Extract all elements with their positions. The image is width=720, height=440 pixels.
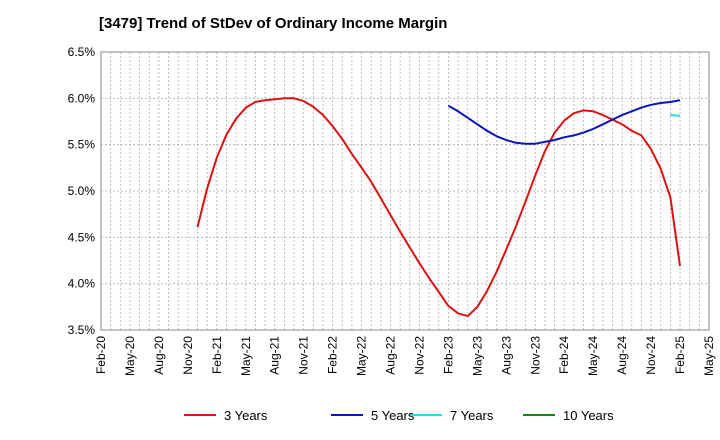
y-tick-label: 4.0%	[68, 277, 96, 291]
y-tick-label: 6.0%	[68, 91, 96, 105]
legend-label: 10 Years	[563, 408, 614, 423]
x-tick-label: May-22	[355, 336, 369, 376]
series-line-5-years	[447, 99, 681, 145]
series-line-7-years	[670, 114, 681, 117]
chart-title: [3479] Trend of StDev of Ordinary Income…	[99, 15, 448, 32]
x-tick-label: Feb-20	[94, 336, 108, 374]
y-tick-label: 3.5%	[68, 323, 96, 337]
x-tick-label: May-21	[239, 336, 253, 376]
y-tick-label: 6.5%	[68, 45, 96, 59]
y-tick-label: 5.5%	[68, 138, 96, 152]
x-tick-label: Nov-23	[528, 336, 542, 375]
x-tick-label: Feb-24	[557, 336, 571, 374]
x-tick-label: Feb-21	[210, 336, 224, 374]
legend-label: 3 Years	[224, 408, 268, 423]
x-tick-label: Aug-20	[152, 336, 166, 375]
x-tick-label: Feb-22	[326, 336, 340, 374]
x-tick-label: May-20	[123, 336, 137, 376]
x-tick-label: Aug-21	[268, 336, 282, 375]
legend-label: 7 Years	[450, 408, 494, 423]
x-tick-label: Aug-23	[499, 336, 513, 375]
x-tick-label: Nov-22	[412, 336, 426, 375]
series-line-3-years	[196, 97, 681, 318]
plot-frame	[100, 51, 710, 331]
y-tick-label: 4.5%	[68, 230, 96, 244]
x-tick-label: Aug-24	[615, 336, 629, 375]
y-tick-label: 5.0%	[68, 184, 96, 198]
x-tick-label: Aug-22	[384, 336, 398, 375]
x-tick-label: Nov-24	[644, 336, 658, 375]
x-tick-label: May-25	[702, 336, 716, 376]
x-tick-label: May-24	[586, 336, 600, 376]
x-tick-label: Nov-20	[181, 336, 195, 375]
x-tick-label: Feb-25	[673, 336, 687, 374]
x-tick-label: Feb-23	[441, 336, 455, 374]
x-tick-label: May-23	[470, 336, 484, 376]
legend-label: 5 Years	[371, 408, 415, 423]
x-tick-label: Nov-21	[297, 336, 311, 375]
